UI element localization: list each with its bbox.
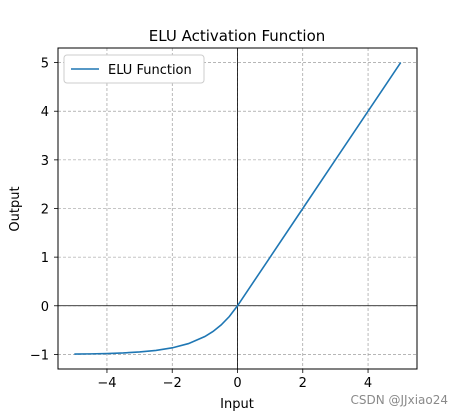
x-tick-label-4: 4 — [364, 376, 372, 391]
series-line-elu — [74, 62, 402, 355]
x-tick-label-2: 0 — [233, 376, 241, 391]
y-tick-label-0: −1 — [30, 348, 49, 363]
x-tick-label-3: 2 — [299, 376, 307, 391]
y-tick-label-3: 2 — [41, 203, 49, 218]
legend: ELU Function — [63, 54, 205, 84]
x-tick-label-1: −2 — [163, 376, 182, 391]
x-tick-label-0: −4 — [97, 376, 116, 391]
y-tick-label-4: 3 — [41, 154, 49, 169]
y-tick-label-5: 4 — [41, 105, 49, 120]
watermark: CSDN @JJxiao24 — [350, 393, 448, 407]
y-tick-label-2: 1 — [41, 251, 49, 266]
y-tick-label-6: 5 — [41, 57, 49, 72]
x-axis-ticks: −4 −2 0 2 4 — [97, 369, 372, 391]
legend-label: ELU Function — [108, 63, 192, 78]
chart-title: ELU Activation Function — [149, 27, 326, 45]
x-axis-label: Input — [220, 397, 254, 412]
y-axis-label: Output — [8, 186, 23, 231]
y-axis-ticks: −1 0 1 2 3 4 5 — [30, 57, 58, 363]
y-tick-label-1: 0 — [41, 300, 49, 315]
legend-box — [63, 54, 205, 84]
